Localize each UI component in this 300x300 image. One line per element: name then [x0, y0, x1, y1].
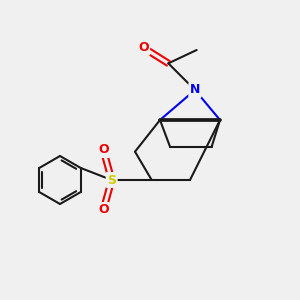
- Text: O: O: [98, 143, 109, 157]
- Text: O: O: [98, 203, 109, 217]
- Text: O: O: [138, 41, 148, 54]
- Text: N: N: [190, 83, 200, 97]
- Text: S: S: [107, 173, 116, 187]
